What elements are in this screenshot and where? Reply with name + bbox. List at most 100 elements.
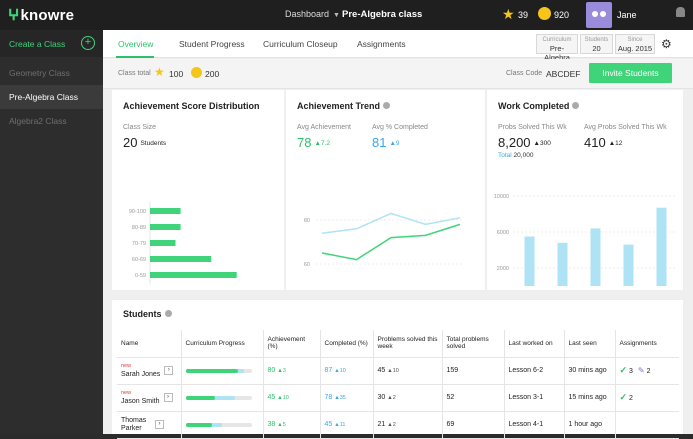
avg-achievement-label: Avg Achievement xyxy=(297,124,351,131)
class-code-value: ABCDEF xyxy=(546,69,581,79)
students-panel: Students Name Curriculum Progress Achiev… xyxy=(112,300,683,439)
sidebar-item-pre-algebra[interactable]: Pre-Algebra Class xyxy=(0,85,103,109)
last-worked-cell[interactable]: Lesson 6-2 xyxy=(504,357,565,385)
tab-curriculum-closeup[interactable]: Curriculum Closeup xyxy=(263,39,338,49)
col-completed[interactable]: Completed (%) xyxy=(320,330,374,358)
info-icon[interactable] xyxy=(383,102,391,109)
col-last-worked[interactable]: Last worked on xyxy=(504,330,565,358)
col-achievement[interactable]: Achievement (%) xyxy=(263,330,321,358)
chevron-right-icon[interactable]: › xyxy=(164,366,174,375)
tab-overview[interactable]: Overview xyxy=(118,39,154,49)
completed-delta: 35 xyxy=(339,395,346,401)
table-row[interactable]: new Sarah Jones› 80 ▲3 87 ▲10 45 ▲10 159 Lesson 6… xyxy=(117,357,679,385)
students-info: Students 20 xyxy=(580,34,613,54)
y-tick-label: 80 xyxy=(304,218,310,224)
last-worked-cell[interactable]: Lesson 3-1 xyxy=(504,384,565,412)
progress-bar-achieved xyxy=(185,368,239,373)
y-tick-label: 6000 xyxy=(497,230,509,236)
col-probs-week[interactable]: Problems solved this week xyxy=(373,330,443,358)
sidebar-item-algebra2[interactable]: Algebra2 Class xyxy=(9,116,67,126)
since-label: Since xyxy=(627,37,643,43)
completed-cell: 78 ▲35 xyxy=(320,384,374,412)
col-progress[interactable]: Curriculum Progress xyxy=(181,330,264,358)
plus-circle-icon[interactable]: + xyxy=(81,36,95,50)
coin-icon xyxy=(191,67,202,78)
y-tick-label: 10000 xyxy=(494,194,509,200)
student-name[interactable]: Thomas Parker xyxy=(121,416,147,432)
col-last-seen[interactable]: Last seen xyxy=(564,330,616,358)
students-label: Students xyxy=(584,37,609,43)
avg-completed-delta: 9 xyxy=(395,140,400,147)
since-value: Aug. 2015 xyxy=(617,44,653,53)
user-name[interactable]: Jane xyxy=(617,10,637,20)
coin-icon xyxy=(538,7,551,20)
info-icon[interactable] xyxy=(164,310,172,317)
tab-assignments[interactable]: Assignments xyxy=(357,39,406,49)
students-value: 20 xyxy=(592,44,601,53)
up-arrow-icon: ▲ xyxy=(533,140,540,147)
student-name[interactable]: Jason Smith xyxy=(121,398,160,405)
trend-title-text: Achievement Trend xyxy=(297,101,381,111)
students-title-text: Students xyxy=(123,309,162,319)
assignments-pending[interactable]: 2 xyxy=(646,368,651,375)
bar xyxy=(150,240,176,246)
avatar[interactable] xyxy=(586,2,612,28)
probs-solved-value: 8,200 ▲300 xyxy=(498,135,551,150)
chevron-right-icon[interactable]: › xyxy=(155,420,164,429)
pencil-icon: ✎ xyxy=(637,366,645,375)
class-total-bar: Class total ★ 100 200 Class Code ABCDEF … xyxy=(103,59,693,89)
progress-bar-achieved xyxy=(185,395,216,400)
up-arrow-icon: ▲ xyxy=(387,422,393,428)
invite-students-button[interactable]: Invite Students xyxy=(589,63,672,83)
work-completed-panel: Work Completed Probs Solved This Wk 8,20… xyxy=(487,90,683,290)
avg-achievement-value: 78 ▲7.2 xyxy=(297,135,330,150)
check-icon: ✓ xyxy=(619,365,628,375)
gear-icon[interactable]: ⚙ xyxy=(661,37,672,51)
bar xyxy=(150,272,237,278)
create-class-label[interactable]: Create a Class xyxy=(9,39,66,49)
up-arrow-icon: ▲ xyxy=(387,368,393,374)
knowre-logo[interactable]: ⵖknowre xyxy=(8,6,74,24)
student-name-wrap: new Jason Smith xyxy=(121,389,160,406)
avg-probs-delta: 12 xyxy=(615,140,623,147)
bar xyxy=(623,244,634,286)
tab-bar: Overview Student Progress Curriculum Clo… xyxy=(103,30,693,62)
col-name[interactable]: Name xyxy=(117,330,182,358)
info-icon[interactable] xyxy=(572,102,580,109)
avg-probs-label: Avg Probs Solved This Wk xyxy=(584,124,667,131)
since-info: Since Aug. 2015 xyxy=(615,34,655,54)
class-coin-count: 200 xyxy=(205,69,220,79)
chevron-right-icon[interactable]: › xyxy=(163,393,173,402)
up-arrow-icon: ▲ xyxy=(389,140,396,147)
panel-title: Achievement Trend xyxy=(297,101,391,111)
avg-completed-label: Avg % Completed xyxy=(372,124,428,131)
total-probs: Total 20,000 xyxy=(498,152,533,159)
probs-solved-label: Probs Solved This Wk xyxy=(498,124,567,131)
dashboard-dropdown[interactable]: Dashboard ▼ xyxy=(285,9,340,19)
curriculum-label: Curriculum xyxy=(542,37,572,43)
star-icon: ★ xyxy=(502,6,515,22)
check-icon: ✓ xyxy=(619,392,628,402)
assignments-completed[interactable]: 2 xyxy=(629,395,633,402)
create-class-row[interactable]: Create a Class + xyxy=(0,30,103,57)
sidebar-item-geometry[interactable]: Geometry Class xyxy=(9,68,70,78)
table-header-row: Name Curriculum Progress Achievement (%)… xyxy=(117,330,679,358)
col-assignments[interactable]: Assignments xyxy=(615,330,679,358)
progress-bar xyxy=(185,368,252,373)
assignments-completed[interactable]: 3 xyxy=(629,368,633,375)
student-name[interactable]: Sarah Jones xyxy=(121,371,161,378)
class-size-unit: Students xyxy=(140,140,167,147)
category-label: 90-100 xyxy=(129,209,146,215)
panel-title: Work Completed xyxy=(498,101,580,111)
probs-week-value: 21 xyxy=(377,421,386,428)
sidebar: Create a Class + Geometry Class Pre-Alge… xyxy=(0,30,103,434)
total-probs-cell: 159 xyxy=(442,357,505,385)
tab-student-progress[interactable]: Student Progress xyxy=(179,39,245,49)
col-total-probs[interactable]: Total problems solved xyxy=(442,330,505,358)
class-star-count: 100 xyxy=(169,69,184,79)
avatar-eye-left xyxy=(592,11,598,17)
achievement-value: 45 xyxy=(267,394,276,401)
achievement-value: 38 xyxy=(267,421,276,428)
table-row[interactable]: new Jason Smith› 45 ▲10 78 ▲35 30 ▲2 52 Lesson 3-… xyxy=(117,384,679,412)
bell-icon[interactable] xyxy=(676,7,685,17)
